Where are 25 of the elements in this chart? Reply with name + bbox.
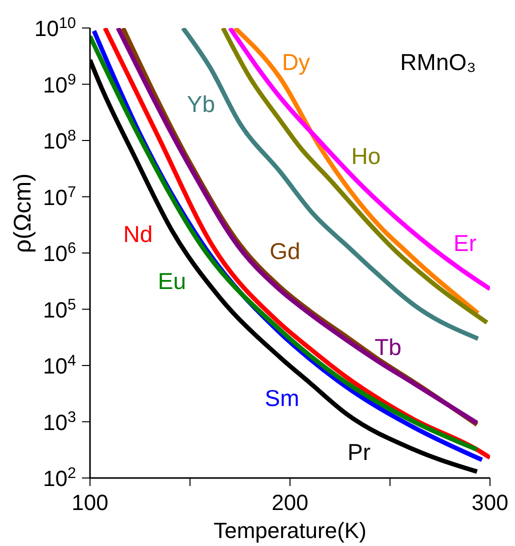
series-label: Er [454,230,477,256]
series-label: Tb [374,334,402,360]
series-label: Nd [123,221,153,247]
y-tick-label: 10$^{6}$ [42,240,76,266]
x-axis-title: Temperature(K) [214,518,366,543]
x-tick-label: 300 [472,490,508,515]
x-tick-label: 200 [272,490,308,515]
annotation: RMnO₃ [400,49,476,75]
x-tick-label: 100 [72,490,108,515]
y-tick-label: 10$^{3}$ [42,408,76,435]
series-label: Eu [158,268,186,294]
y-tick-label: 10$^{7}$ [42,183,76,210]
series-label: Dy [282,49,311,75]
series-label: Pr [348,439,371,465]
y-axis-title: ρ(Ωcm) [10,173,37,253]
series-label: Ho [351,143,381,169]
series-label: Yb [186,91,216,117]
y-tick-label: 10$^{2}$ [42,464,76,491]
series-label: Gd [270,238,300,264]
y-tick-label: 10$^{9}$ [42,70,76,98]
y-tick-label: 10$^{5}$ [42,296,76,322]
y-tick-label: 10$^{8}$ [42,127,76,154]
y-tick-label: 10$^{4}$ [42,352,76,378]
series-label: Sm [264,385,300,411]
y-tick-label: 10$^{10}$ [34,14,76,41]
